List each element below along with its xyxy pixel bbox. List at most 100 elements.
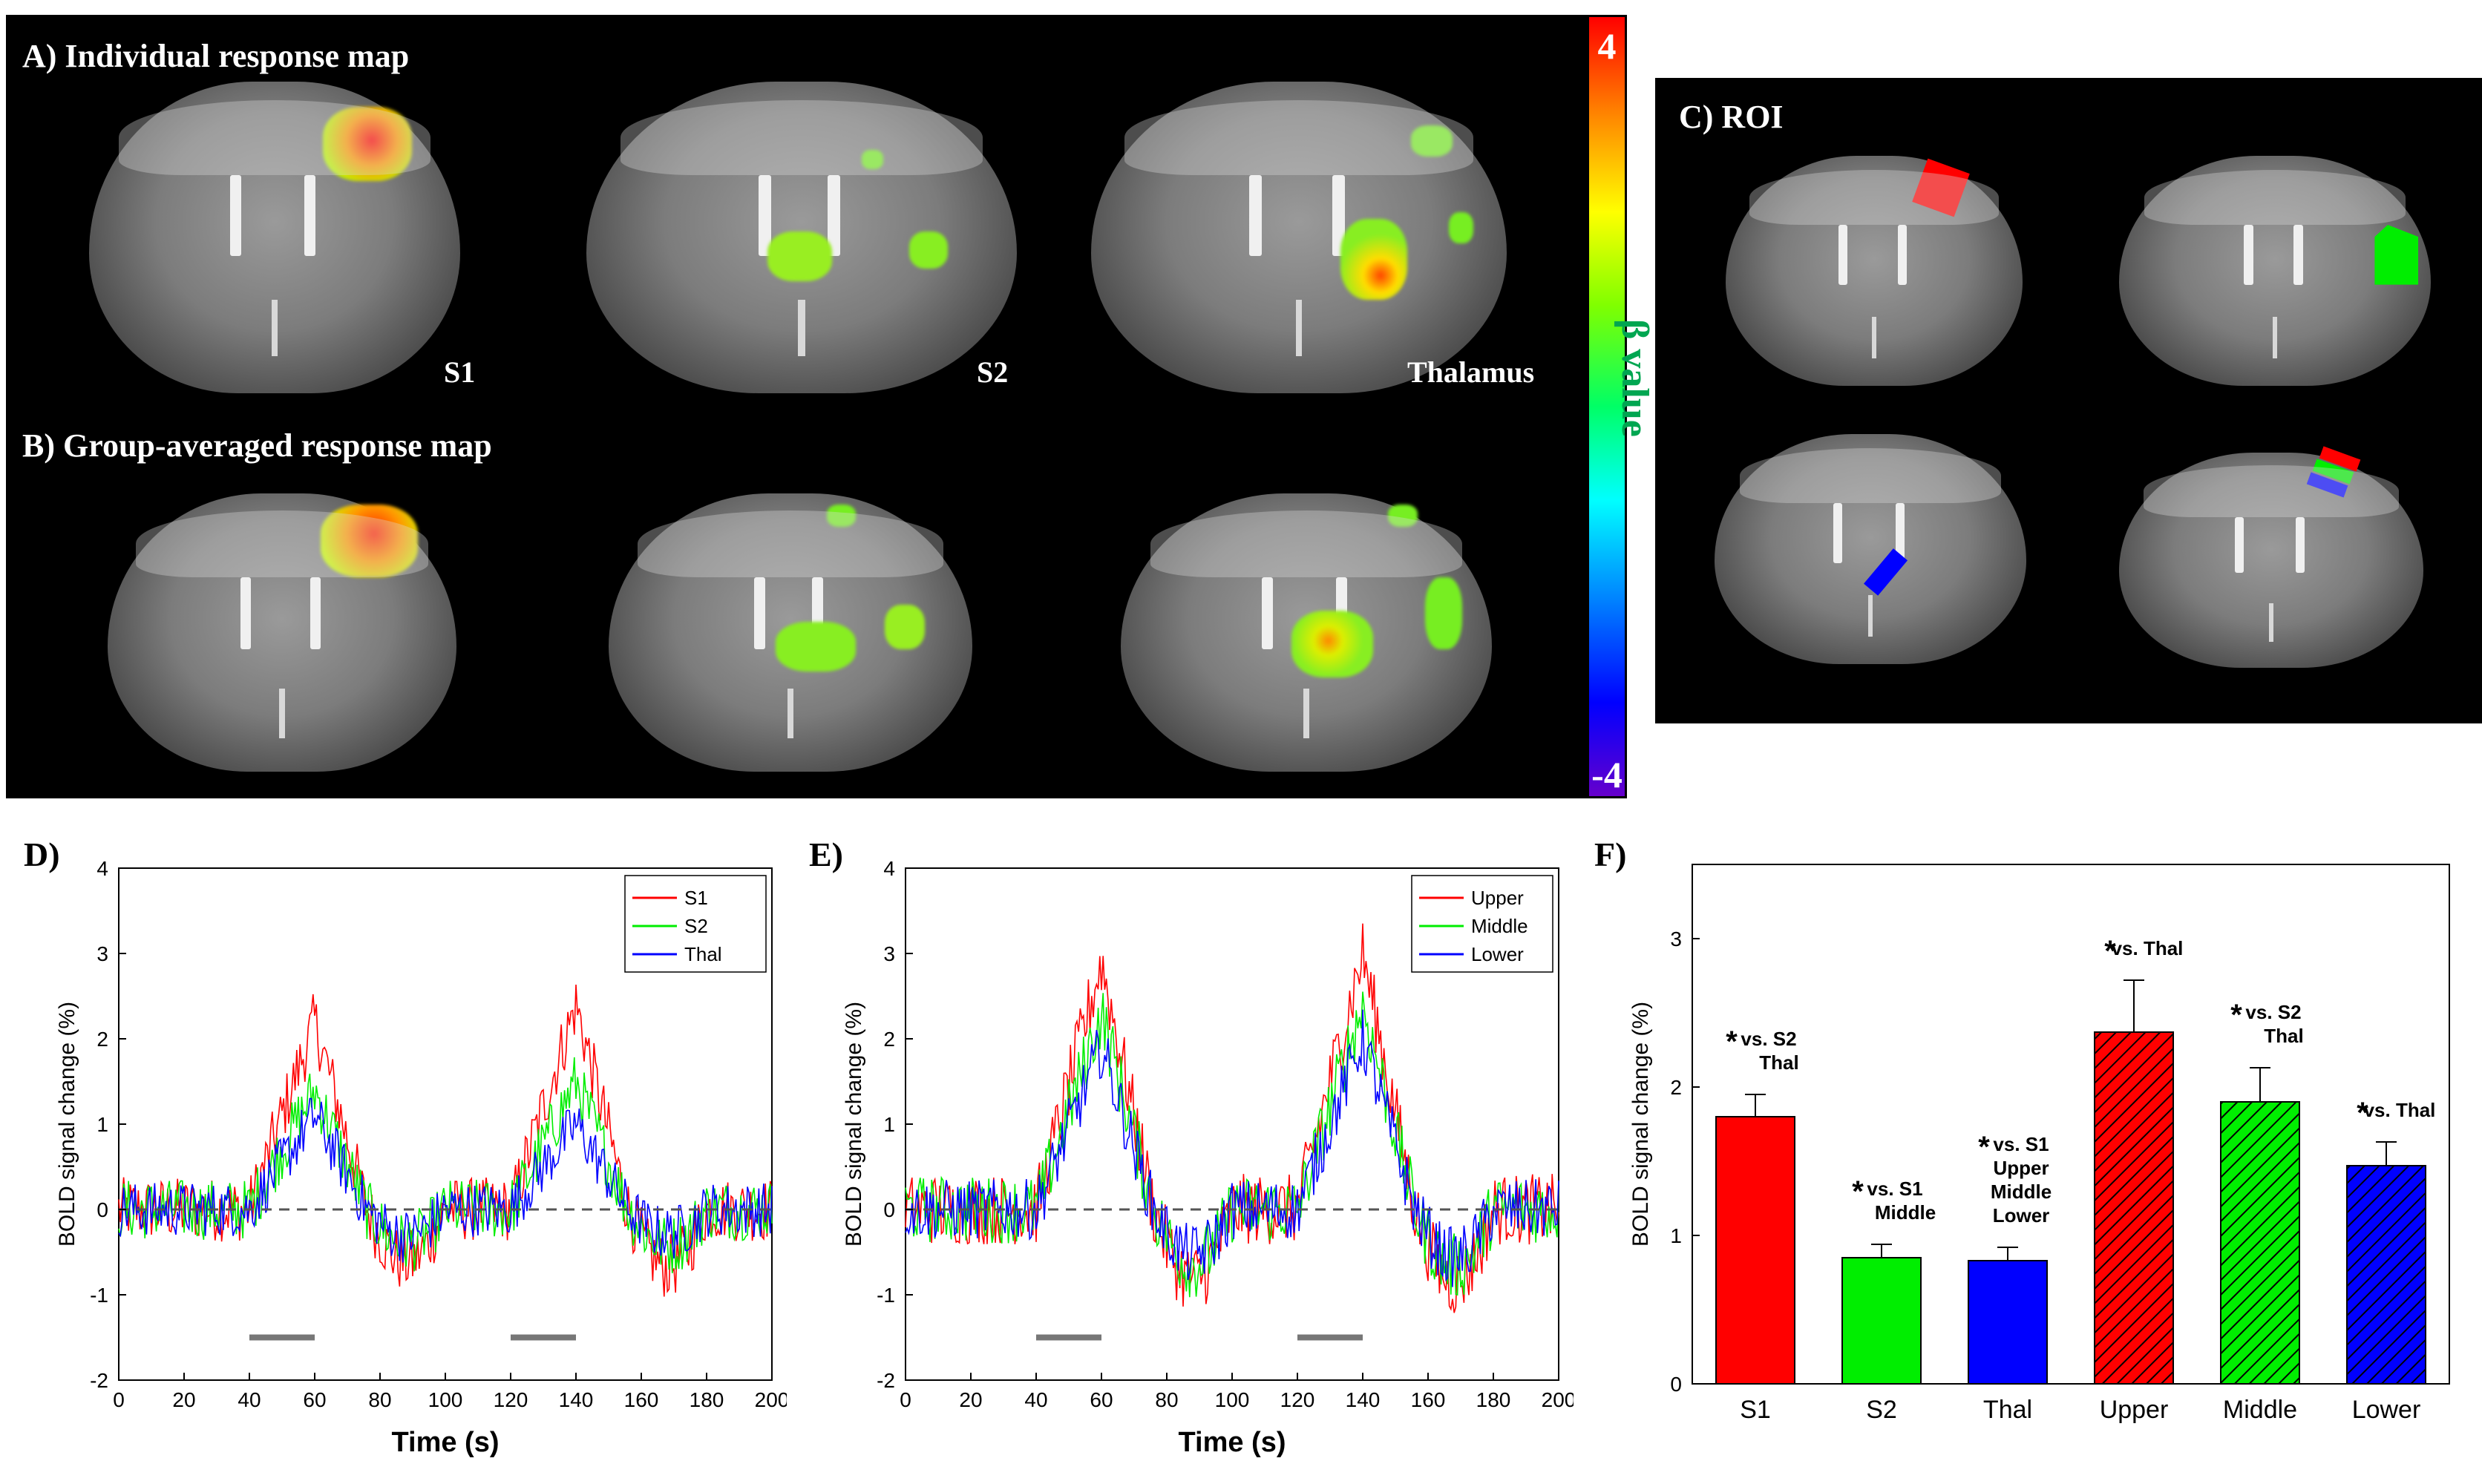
annotation-text: Thal <box>1759 1051 1798 1074</box>
y-tick-label: -2 <box>90 1369 108 1392</box>
colorbar-label: β value <box>1614 319 1656 437</box>
brain-slice-b1 <box>108 493 456 772</box>
y-tick-label: 2 <box>96 1028 108 1051</box>
bar-thal <box>1968 1260 2048 1385</box>
y-tick-label: 1 <box>1670 1224 1682 1247</box>
y-tick-label: 4 <box>96 857 108 880</box>
brain-slice-a2 <box>586 82 1017 393</box>
y-axis-label: BOLD signal change (%) <box>55 1002 79 1247</box>
y-tick-label: -2 <box>877 1369 895 1392</box>
panel-b-title: B) Group-averaged response map <box>22 427 492 464</box>
y-tick-label: 2 <box>883 1028 895 1051</box>
annotation-text: Middle <box>1991 1181 2052 1203</box>
y-tick-label: -1 <box>90 1284 108 1307</box>
slice-label-s1: S1 <box>444 355 476 389</box>
panel-a-title: A) Individual response map <box>22 38 410 74</box>
bar-s1 <box>1715 1116 1795 1385</box>
y-tick-label: -1 <box>877 1284 895 1307</box>
x-tick-label: 0 <box>113 1388 125 1411</box>
y-tick-label: 3 <box>1670 928 1682 951</box>
legend-label-lower: Lower <box>1471 943 1524 965</box>
x-category-label-upper: Upper <box>2100 1396 2169 1424</box>
roi-slice-4 <box>2119 446 2423 668</box>
plot-area <box>1692 864 2450 1385</box>
y-tick-label: 1 <box>883 1113 895 1136</box>
roi-slice-2 <box>2119 156 2431 386</box>
x-tick-label: 200 <box>1542 1388 1574 1411</box>
annotation-star: * <box>1978 1131 1990 1163</box>
x-category-label-middle: Middle <box>2223 1396 2297 1424</box>
annotation-text: vs. Thal <box>2112 937 2184 959</box>
legend-label-upper: Upper <box>1471 887 1524 909</box>
panel-c-title: C) ROI <box>1679 99 1784 135</box>
brain-slice-b3 <box>1121 493 1492 772</box>
x-tick-label: 0 <box>900 1388 911 1411</box>
annotation-star: * <box>2357 1097 2368 1129</box>
x-tick-label: 180 <box>690 1388 724 1411</box>
series-line-lower <box>905 1009 1559 1287</box>
x-axis-label: Time (s) <box>1178 1427 1286 1458</box>
x-tick-label: 20 <box>172 1388 195 1411</box>
annotation-text: vs. S2 <box>2245 1001 2301 1023</box>
annotation-star: * <box>1726 1025 1738 1058</box>
brain-slice-a1 <box>89 82 460 393</box>
legend-box <box>624 875 767 973</box>
x-tick-label: 160 <box>1411 1388 1446 1411</box>
legend-box <box>1411 875 1553 973</box>
roi-slice-1 <box>1726 156 2023 386</box>
chart-e: 0 20 40 60 80 100 120 140 160 180 200 -2 -1 0 1 2 3 4 Time… <box>842 857 1574 1458</box>
chart-d: 0 20 40 60 80 100 120 140 160 180 200 -2 -1 0 1 2 3 4 Time… <box>55 857 787 1458</box>
annotation-star: * <box>2230 999 2242 1031</box>
annotation-star: * <box>1852 1175 1864 1208</box>
x-tick-label: 40 <box>238 1388 261 1411</box>
y-tick-label: 4 <box>883 857 895 880</box>
x-tick-label: 140 <box>1346 1388 1381 1411</box>
y-tick-label: 1 <box>96 1113 108 1136</box>
x-tick-label: 60 <box>1090 1388 1113 1411</box>
x-category-label-s2: S2 <box>1866 1396 1897 1424</box>
legend-label-s2: S2 <box>684 915 708 937</box>
x-tick-label: 60 <box>303 1388 326 1411</box>
brain-slice-b2 <box>609 493 972 772</box>
roi-thalamus <box>1864 548 1908 596</box>
roi-slice-3 <box>1715 434 2026 664</box>
slice-label-thalamus: Thalamus <box>1407 355 1535 389</box>
y-axis-label: BOLD signal change (%) <box>1628 1002 1653 1247</box>
x-category-label-lower: Lower <box>2352 1396 2421 1424</box>
roi-lower <box>2306 472 2348 498</box>
y-tick-label: 0 <box>96 1198 108 1221</box>
annotation-text: Lower <box>1993 1204 2050 1227</box>
x-tick-label: 40 <box>1024 1388 1047 1411</box>
y-axis-label: BOLD signal change (%) <box>842 1002 866 1247</box>
brain-slice-a3 <box>1091 82 1507 393</box>
series-line-middle <box>905 991 1559 1298</box>
x-tick-label: 20 <box>959 1388 982 1411</box>
legend-label-middle: Middle <box>1471 915 1528 937</box>
annotation-text: vs. S1 <box>1867 1178 1922 1200</box>
annotation-text: vs. S2 <box>1741 1028 1796 1050</box>
roi-s2 <box>2374 225 2419 285</box>
x-category-label-thal: Thal <box>1983 1396 2032 1424</box>
x-tick-label: 100 <box>428 1388 463 1411</box>
y-tick-label: 0 <box>883 1198 895 1221</box>
annotation-text: Thal <box>2264 1025 2303 1047</box>
annotation-text: Middle <box>1875 1201 1936 1224</box>
x-tick-label: 120 <box>494 1388 528 1411</box>
x-axis-label: Time (s) <box>391 1427 499 1458</box>
legend-label-s1: S1 <box>684 887 708 909</box>
y-tick-label: 2 <box>1670 1076 1682 1099</box>
x-tick-label: 140 <box>559 1388 594 1411</box>
beta-colorbar: 4 -4 <box>1587 15 1627 798</box>
bar-upper <box>2094 1031 2174 1385</box>
panel-f-label: F) <box>1594 835 1627 873</box>
panel-d-label: D) <box>24 835 60 873</box>
annotation-text: Upper <box>1993 1157 2049 1179</box>
colorbar-max: 4 <box>1597 25 1617 67</box>
x-tick-label: 100 <box>1215 1388 1250 1411</box>
x-category-label-s1: S1 <box>1740 1396 1771 1424</box>
y-tick-label: 3 <box>883 942 895 965</box>
x-tick-label: 120 <box>1280 1388 1315 1411</box>
bar-s2 <box>1841 1257 1922 1385</box>
x-tick-label: 80 <box>1155 1388 1178 1411</box>
